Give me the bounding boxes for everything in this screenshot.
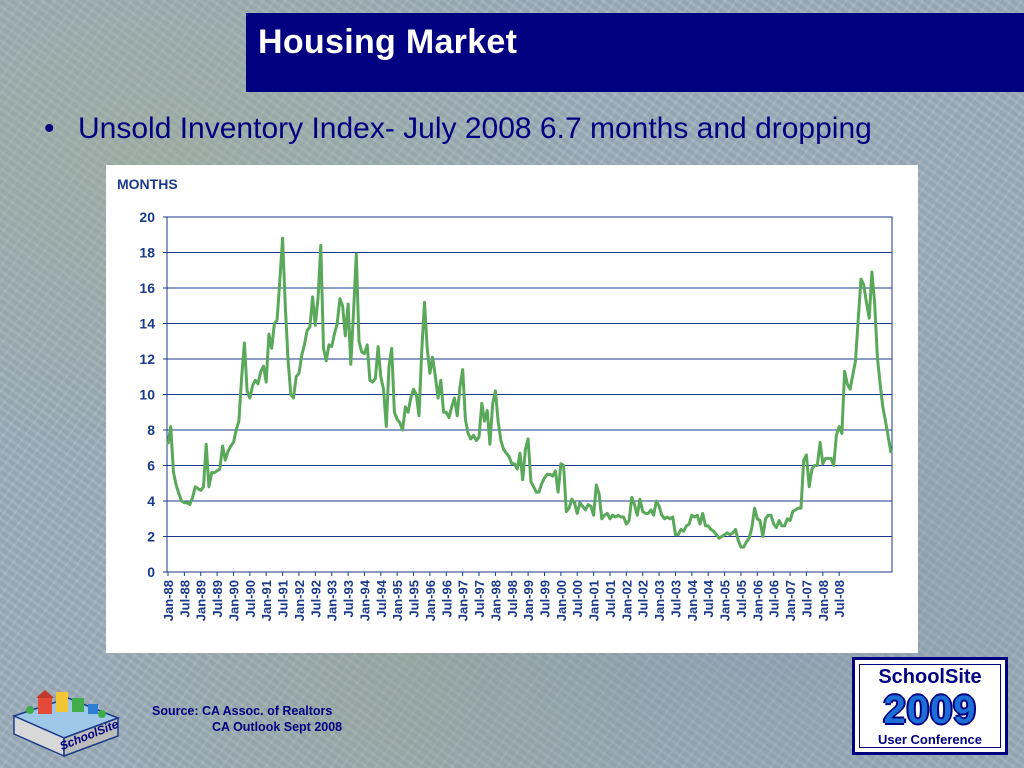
x-tick-label: Jul-96 xyxy=(439,580,454,618)
x-tick-label: Jul-95 xyxy=(407,580,422,618)
source-line-1: Source: CA Assoc. of Realtors xyxy=(152,704,333,718)
x-tick-label: Jan-95 xyxy=(390,580,405,621)
x-tick-label: Jul-91 xyxy=(276,580,291,618)
x-tick-label: Jul-04 xyxy=(701,579,716,617)
y-tick-label: 0 xyxy=(147,564,155,580)
x-tick-label: Jul-05 xyxy=(734,580,749,618)
y-tick-labels: 0 2 4 6 8 10 12 14 16 18 20 xyxy=(139,209,155,580)
y-tick-label: 8 xyxy=(147,422,155,438)
x-tick-label: Jan-04 xyxy=(685,579,700,621)
logo-subtitle: User Conference xyxy=(877,732,983,747)
series-layer xyxy=(166,236,893,549)
x-tick-label: Jan-98 xyxy=(488,580,503,621)
y-tick-label: 20 xyxy=(139,209,155,225)
x-tick-label: Jan-97 xyxy=(456,580,471,621)
x-tick-label: Jul-02 xyxy=(636,580,651,618)
x-tick-label: Jul-93 xyxy=(341,580,356,618)
x-tick-label: Jan-92 xyxy=(292,580,307,621)
x-tick-label: Jul-06 xyxy=(767,580,782,618)
school-building-icon xyxy=(11,690,121,758)
x-tick-label: Jul-07 xyxy=(799,580,814,618)
x-tick-label: Jan-93 xyxy=(325,580,340,621)
x-tick-label: Jan-08 xyxy=(816,580,831,621)
logo-year: 2009 xyxy=(883,688,977,732)
x-tick-label: Jul-88 xyxy=(177,580,192,618)
y-tick-label: 4 xyxy=(147,493,155,509)
y-tick-label: 2 xyxy=(147,529,155,545)
source-note: Source: CA Assoc. of Realtors CA Outlook… xyxy=(152,703,342,735)
logo-frame xyxy=(859,664,1001,748)
y-tick-label: 6 xyxy=(147,458,155,474)
grid-lines xyxy=(163,216,893,576)
x-tick-label: Jul-01 xyxy=(603,580,618,618)
y-tick-label: 14 xyxy=(139,316,155,332)
schoolsite-logo-left: SchoolSite xyxy=(10,684,122,762)
x-tick-label: Jul-98 xyxy=(505,580,520,618)
x-tick-label: Jan-00 xyxy=(554,580,569,621)
x-tick-label: Jul-03 xyxy=(668,580,683,618)
series-line-unsold-inventory xyxy=(166,236,893,549)
x-tick-label: Jan-96 xyxy=(423,580,438,621)
y-tick-label: 16 xyxy=(139,280,155,296)
source-line-2: CA Outlook Sept 2008 xyxy=(212,720,343,734)
x-tick-labels: Jan-88 Jul-88 Jan-89 Jul-89 Jan-90 Jul-90 Jan-… xyxy=(161,579,847,621)
bullet-text: Unsold Inventory Index- July 2008 6.7 mo… xyxy=(78,112,872,145)
x-tick-label: Jan-06 xyxy=(750,580,765,621)
y-axis-label: MONTHS xyxy=(117,176,178,192)
bullet-dot-icon: • xyxy=(44,112,55,145)
x-tick-label: Jan-90 xyxy=(226,580,241,621)
y-tick-label: 12 xyxy=(139,351,155,367)
x-tick-label: Jul-99 xyxy=(538,580,553,618)
x-tick-label: Jan-03 xyxy=(652,580,667,621)
x-tick-label: Jul-94 xyxy=(374,579,389,617)
x-tick-label: Jan-02 xyxy=(619,580,634,621)
x-tick-label: Jan-07 xyxy=(783,580,798,621)
x-tick-label: Jul-92 xyxy=(308,580,323,618)
x-tick-label: Jul-90 xyxy=(243,580,258,618)
conference-logo: SchoolSite 2009 User Conference xyxy=(852,657,1008,755)
x-tick-label: Jan-01 xyxy=(587,580,602,621)
x-tick-label: Jul-00 xyxy=(570,580,585,618)
logo-name: SchoolSite xyxy=(878,666,982,688)
y-tick-label: 18 xyxy=(139,245,155,261)
chart-panel: 0 2 4 6 8 10 12 14 16 18 20 Jan-88 Jul-88 Jan-89 Jul-… xyxy=(106,165,918,653)
x-tick-label: Jul-08 xyxy=(832,580,847,618)
x-tick-label: Jan-94 xyxy=(357,579,372,621)
x-tick-label: Jan-05 xyxy=(718,580,733,621)
title-bar: Housing Market xyxy=(246,13,1024,92)
x-tick-label: Jan-88 xyxy=(161,580,176,621)
y-tick-label: 10 xyxy=(139,387,155,403)
x-tick-label: Jan-99 xyxy=(521,580,536,621)
slide-title: Housing Market xyxy=(258,23,518,61)
x-tick-label: Jul-97 xyxy=(472,580,487,618)
x-tick-label: Jan-89 xyxy=(194,580,209,621)
x-tick-label: Jul-89 xyxy=(210,580,225,618)
x-tick-label: Jan-91 xyxy=(259,580,274,621)
bullet-point: • Unsold Inventory Index- July 2008 6.7 m… xyxy=(44,112,872,146)
